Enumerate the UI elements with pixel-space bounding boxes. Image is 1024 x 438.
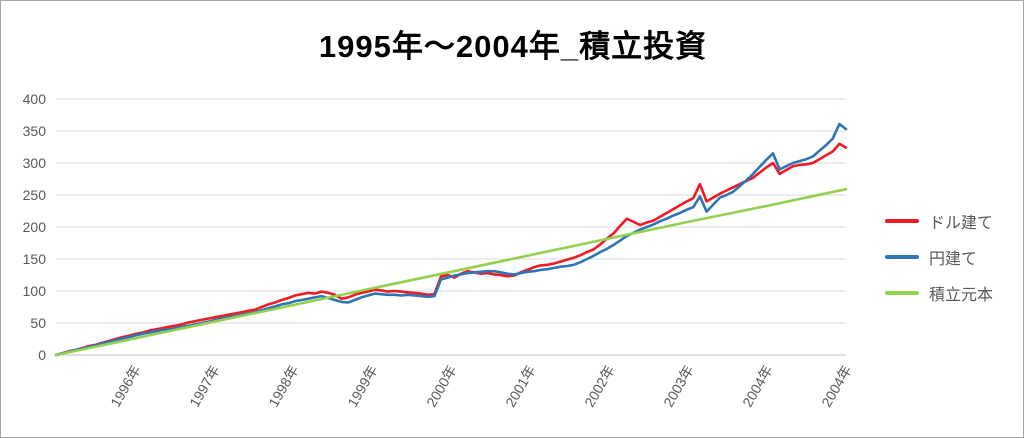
x-axis-tick-label: 1999年 bbox=[344, 363, 380, 410]
legend-item-yen: 円建て bbox=[885, 239, 993, 275]
x-axis-tick-label: 2004年 bbox=[739, 363, 775, 410]
legend-swatch-yen bbox=[885, 255, 919, 259]
legend-label-principal: 積立元本 bbox=[929, 287, 994, 304]
legend-label-yen: 円建て bbox=[929, 251, 978, 268]
legend-swatch-dollar bbox=[885, 219, 919, 223]
y-axis-tick-label: 150 bbox=[23, 251, 47, 267]
series-line-principal bbox=[54, 187, 848, 357]
x-axis-tick-label: 2004年 bbox=[818, 363, 854, 410]
y-axis-tick-label: 300 bbox=[23, 155, 47, 171]
x-axis-tick-label: 1997年 bbox=[186, 363, 222, 410]
x-axis-tick-label: 2002年 bbox=[581, 363, 617, 410]
legend-item-dollar: ドル建て bbox=[885, 203, 993, 239]
y-axis-tick-label: 100 bbox=[23, 283, 47, 299]
chart-title: 1995年〜2004年_積立投資 bbox=[318, 29, 708, 64]
y-axis-tick-label: 400 bbox=[23, 91, 47, 107]
y-axis-tick-label: 50 bbox=[30, 315, 46, 331]
x-axis-tick-label: 1996年 bbox=[107, 363, 143, 410]
x-axis-tick-label: 2000年 bbox=[423, 363, 459, 410]
legend-item-principal: 積立元本 bbox=[885, 275, 993, 311]
y-axis-tick-label: 350 bbox=[23, 123, 47, 139]
x-axis-tick-label: 1998年 bbox=[265, 363, 301, 410]
chart-legend: ドル建て 円建て 積立元本 bbox=[885, 203, 993, 311]
x-axis-tick-label: 2003年 bbox=[660, 363, 696, 410]
legend-label-dollar: ドル建て bbox=[929, 215, 994, 232]
legend-swatch-principal bbox=[885, 291, 919, 295]
y-axis-tick-label: 250 bbox=[23, 187, 47, 203]
y-axis-tick-label: 0 bbox=[38, 347, 46, 363]
y-axis-tick-label: 200 bbox=[23, 219, 47, 235]
x-axis-tick-label: 2001年 bbox=[502, 363, 538, 410]
series-line-yen bbox=[54, 122, 848, 357]
